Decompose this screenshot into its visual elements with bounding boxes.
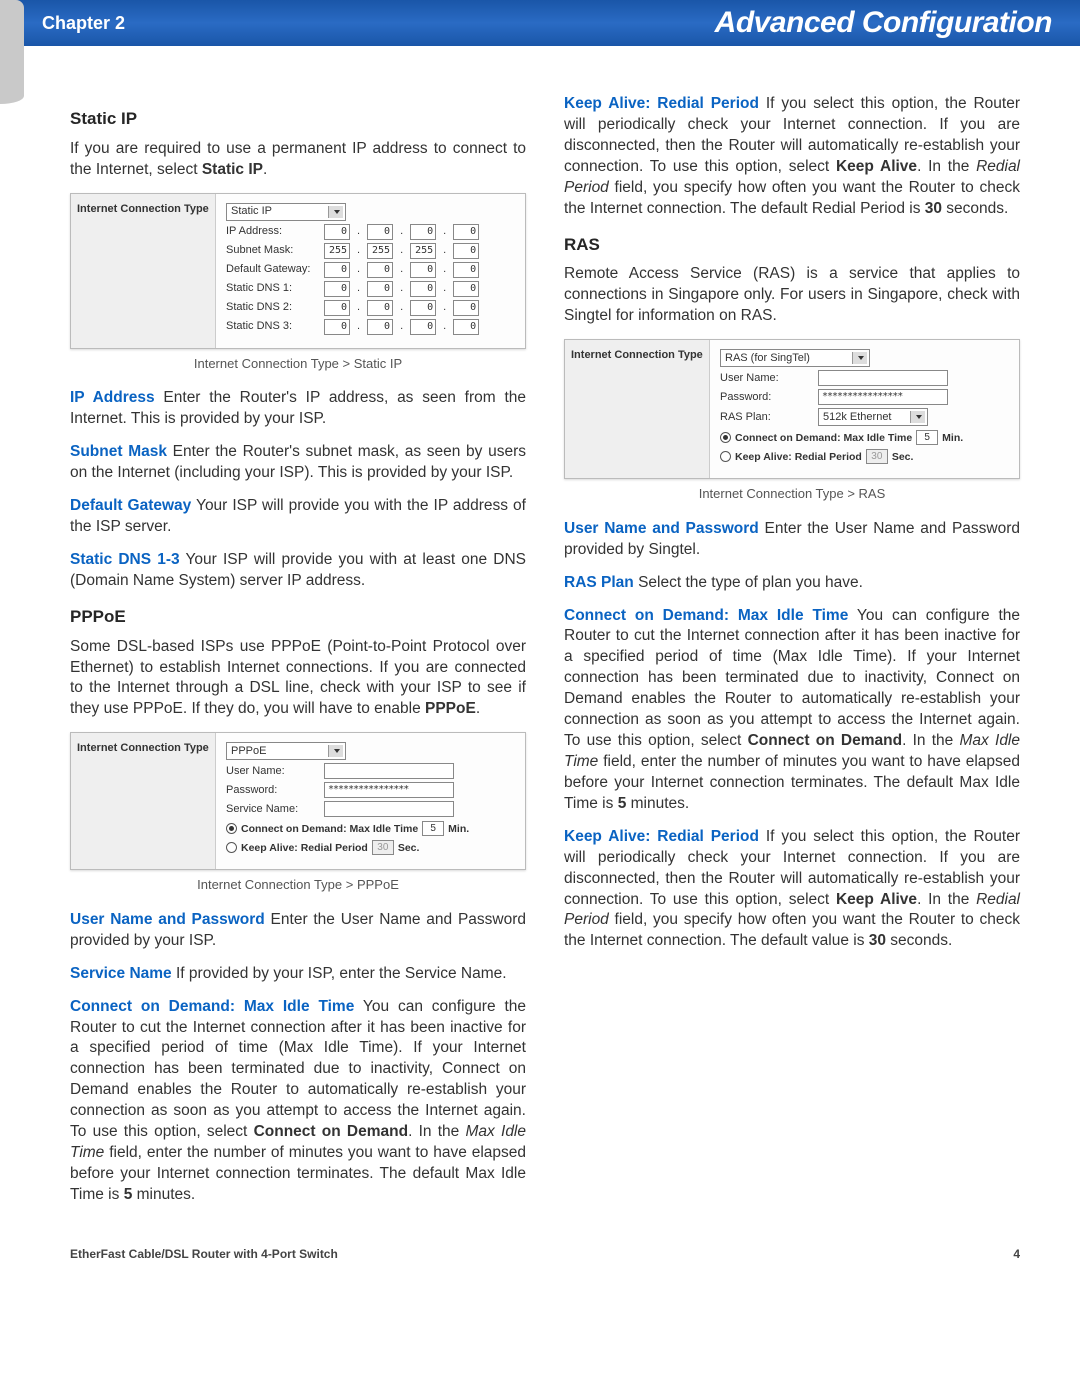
- cod-radio[interactable]: [226, 823, 237, 834]
- p-ras-cod: Connect on Demand: Max Idle Time You can…: [564, 606, 1020, 815]
- page-header: Chapter 2 Advanced Configuration: [0, 0, 1080, 46]
- p-dns: Static DNS 1-3 Your ISP will provide you…: [70, 550, 526, 592]
- p-cod: Connect on Demand: Max Idle Time You can…: [70, 997, 526, 1206]
- chapter-label: Chapter 2: [40, 11, 125, 35]
- p-ka-top: Keep Alive: Redial Period If you select …: [564, 94, 1020, 220]
- ras-caption: Internet Connection Type > RAS: [564, 485, 1020, 503]
- connection-type-select[interactable]: Static IP: [226, 203, 346, 221]
- ip-octet[interactable]: 0: [324, 224, 350, 240]
- footer-page: 4: [1013, 1246, 1020, 1262]
- fig-type-label: Internet Connection Type: [71, 194, 216, 348]
- staticip-figure: Internet Connection Type Static IP IP Ad…: [70, 193, 526, 349]
- left-column: Static IP If you are required to use a p…: [70, 94, 526, 1218]
- cod-val[interactable]: 5: [422, 821, 444, 836]
- page-title: Advanced Configuration: [715, 3, 1052, 44]
- p-ras-ka: Keep Alive: Redial Period If you select …: [564, 827, 1020, 953]
- ras-heading: RAS: [564, 234, 1020, 257]
- p-mask: Subnet Mask Enter the Router's subnet ma…: [70, 442, 526, 484]
- right-column: Keep Alive: Redial Period If you select …: [564, 94, 1020, 1218]
- p-ras-plan: RAS Plan Select the type of plan you hav…: [564, 573, 1020, 594]
- ka-radio[interactable]: [720, 451, 731, 462]
- ras-figure: Internet Connection Type RAS (for SingTe…: [564, 339, 1020, 479]
- ka-val[interactable]: 30: [372, 840, 394, 855]
- connection-type-select[interactable]: RAS (for SingTel): [720, 349, 870, 367]
- pppoe-heading: PPPoE: [70, 606, 526, 629]
- pppoe-intro: Some DSL-based ISPs use PPPoE (Point-to-…: [70, 637, 526, 721]
- rasplan-select[interactable]: 512k Ethernet: [818, 408, 928, 426]
- service-field[interactable]: [324, 801, 454, 817]
- p-user: User Name and Password Enter the User Na…: [70, 910, 526, 952]
- pppoe-caption: Internet Connection Type > PPPoE: [70, 876, 526, 894]
- page-body: Static IP If you are required to use a p…: [0, 46, 1080, 1238]
- staticip-caption: Internet Connection Type > Static IP: [70, 355, 526, 373]
- user-field[interactable]: [818, 370, 948, 386]
- ka-radio[interactable]: [226, 842, 237, 853]
- ras-intro: Remote Access Service (RAS) is a service…: [564, 264, 1020, 327]
- cod-radio-row: Connect on Demand: Max Idle Time 5 Min.: [226, 821, 515, 836]
- p-svc: Service Name If provided by your ISP, en…: [70, 964, 526, 985]
- staticip-heading: Static IP: [70, 108, 526, 131]
- pppoe-figure: Internet Connection Type PPPoE User Name…: [70, 732, 526, 870]
- p-ras-user: User Name and Password Enter the User Na…: [564, 519, 1020, 561]
- ka-radio-row: Keep Alive: Redial Period 30 Sec.: [226, 840, 515, 855]
- password-field[interactable]: ****************: [818, 389, 948, 405]
- password-field[interactable]: ****************: [324, 782, 454, 798]
- connection-type-select[interactable]: PPPoE: [226, 742, 346, 760]
- user-field[interactable]: [324, 763, 454, 779]
- footer-product: EtherFast Cable/DSL Router with 4-Port S…: [70, 1246, 338, 1262]
- p-ipaddr: IP Address Enter the Router's IP address…: [70, 388, 526, 430]
- cod-radio[interactable]: [720, 432, 731, 443]
- p-gw: Default Gateway Your ISP will provide yo…: [70, 496, 526, 538]
- staticip-intro: If you are required to use a permanent I…: [70, 139, 526, 181]
- page-footer: EtherFast Cable/DSL Router with 4-Port S…: [0, 1238, 1080, 1292]
